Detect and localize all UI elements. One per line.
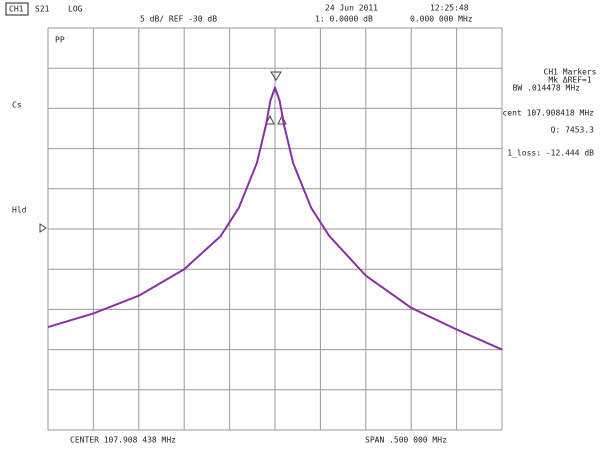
channel-box bbox=[5, 2, 29, 16]
marker-info-text: Mk ΔREF=1 bbox=[548, 76, 592, 85]
marker-info-text: cent 107.908418 MHz bbox=[502, 109, 594, 118]
header-text: S21 bbox=[35, 5, 50, 14]
side-labels-text: PP bbox=[55, 36, 65, 45]
trace bbox=[47, 86, 503, 351]
side-labels-text: Hld bbox=[12, 206, 27, 215]
header-text: 5 dB/ REF -30 dB bbox=[140, 15, 217, 24]
side-labels-text: Cs bbox=[12, 101, 22, 110]
footer-text: SPAN .500 000 MHz bbox=[365, 436, 447, 445]
header-text: 1: 0.0000 dB bbox=[315, 15, 373, 24]
header-text: 12:25:48 bbox=[430, 4, 469, 13]
marker-info-text: CH1 Markers bbox=[544, 68, 597, 77]
header-text: 24 Jun 2011 bbox=[325, 4, 378, 13]
header-text: 0.000 000 MHz bbox=[410, 15, 473, 24]
marker-info-text: Q: 7453.3 bbox=[551, 126, 595, 135]
header-text: LOG bbox=[68, 5, 83, 14]
ref-marker bbox=[39, 223, 47, 233]
marker-info-text: 1_loss: -12.444 dB bbox=[507, 149, 594, 158]
marker-info-text: BW .014478 MHz bbox=[513, 84, 581, 93]
grid bbox=[47, 27, 503, 431]
marker-triangle bbox=[265, 114, 275, 125]
header-text: CH1 bbox=[9, 5, 24, 14]
marker-triangle bbox=[270, 71, 282, 81]
footer-text: CENTER 107.908 438 MHz bbox=[70, 436, 176, 445]
